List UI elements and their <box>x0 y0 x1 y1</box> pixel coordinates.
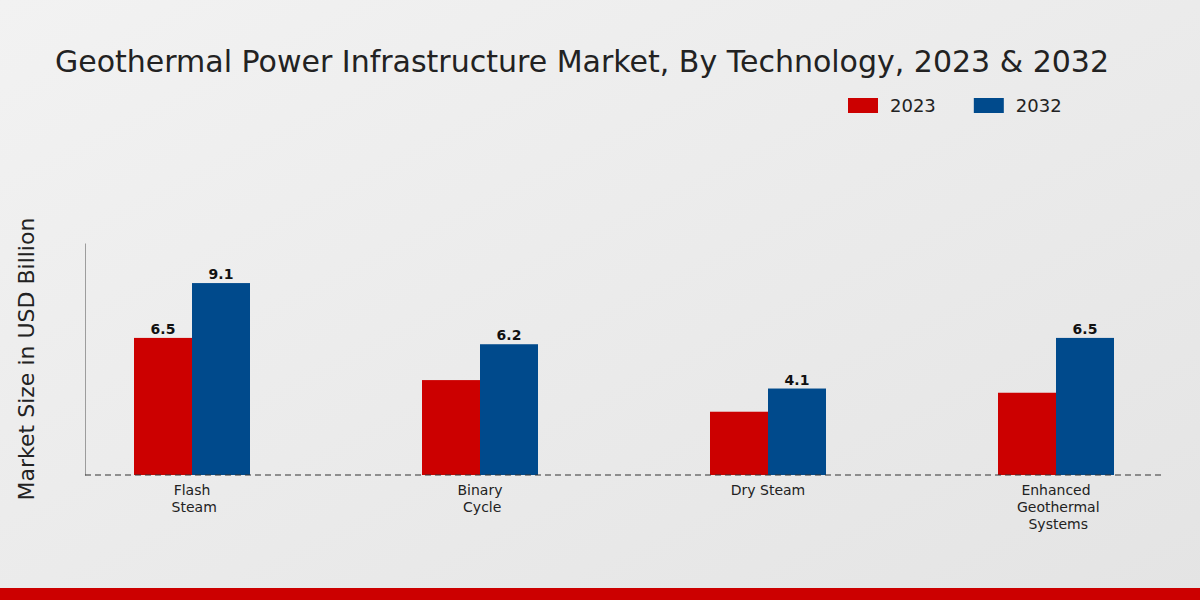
x-tick-label-line: Flash <box>174 482 211 498</box>
title: Geothermal Power Infrastructure Market, … <box>55 44 1109 79</box>
x-tick-label-line: Dry Steam <box>731 482 805 498</box>
chart: Geothermal Power Infrastructure Market, … <box>0 0 1200 600</box>
x-tick-label: Enhanced Geothermal Systems <box>1012 482 1099 532</box>
x-tick-label-line: Binary <box>458 482 503 498</box>
bar <box>134 338 192 475</box>
bars <box>134 283 1114 475</box>
x-tick-label-line: Steam <box>167 499 217 515</box>
x-tick: Flash Steam <box>167 475 217 515</box>
bar <box>422 380 480 475</box>
bar <box>1056 338 1114 475</box>
x-tick-label: Binary Cycle <box>458 482 503 515</box>
y-axis <box>85 244 86 476</box>
x-tick-label: Flash Steam <box>167 482 217 515</box>
x-tick: Binary Cycle <box>458 475 503 515</box>
legend-swatch <box>974 98 1004 113</box>
x-tick: Dry Steam <box>731 475 805 498</box>
x-axis-line <box>85 475 1165 476</box>
data-labels: 6.5 9.1 6.2 4.1 6.5 <box>151 266 1098 387</box>
legend-item: 2023 <box>848 95 936 116</box>
legend-label: 2032 <box>1016 95 1062 116</box>
series-2032 <box>192 283 1114 475</box>
x-tick-label: Dry Steam <box>731 482 805 498</box>
data-label: 6.5 <box>151 321 176 337</box>
x-tick-label-line: Systems <box>1024 516 1088 532</box>
y-axis-line <box>85 244 86 476</box>
data-label: 6.5 <box>1073 321 1098 337</box>
x-tick: Enhanced Geothermal Systems <box>1012 475 1099 532</box>
x-tick-label-line: Enhanced <box>1021 482 1090 498</box>
legend-swatch <box>848 98 878 113</box>
footer-band <box>0 588 1200 600</box>
bar <box>768 389 826 475</box>
y-axis-title: Market Size in USD Billion <box>14 218 39 501</box>
data-label: 4.1 <box>785 372 810 388</box>
background <box>0 0 1200 600</box>
legend: 2023 2032 <box>848 95 1062 116</box>
legend-item: 2032 <box>974 95 1062 116</box>
legend-label: 2023 <box>890 95 936 116</box>
bar <box>710 412 768 475</box>
bar <box>998 393 1056 475</box>
x-axis: Flash Steam Binary Cycle Dry Steam Enhanced… <box>85 475 1165 532</box>
x-tick-label-line: Geothermal <box>1012 499 1099 515</box>
data-label: 9.1 <box>209 266 234 282</box>
x-tick-label-line: Cycle <box>459 499 502 515</box>
series-2023 <box>134 338 1056 475</box>
bar <box>192 283 250 475</box>
data-label: 6.2 <box>497 327 522 343</box>
bar <box>480 344 538 475</box>
